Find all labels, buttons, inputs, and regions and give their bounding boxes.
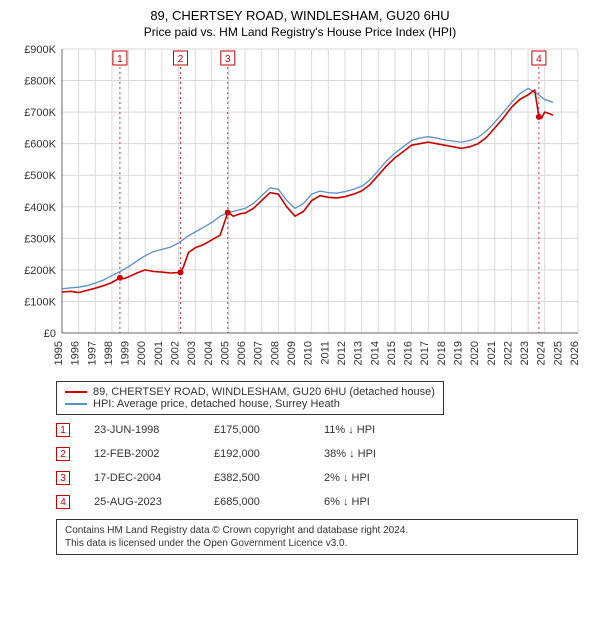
legend: 89, CHERTSEY ROAD, WINDLESHAM, GU20 6HU … [56,381,444,415]
event-price: £192,000 [214,448,324,460]
svg-text:2015: 2015 [386,341,398,365]
event-row: 3 17-DEC-2004 £382,500 2% ↓ HPI [56,471,588,485]
svg-text:£800K: £800K [24,76,56,88]
event-price: £685,000 [214,496,324,508]
svg-text:2012: 2012 [336,341,348,365]
svg-text:£600K: £600K [24,139,56,151]
svg-text:2026: 2026 [569,341,581,365]
title-subtitle: Price paid vs. HM Land Registry's House … [12,25,588,39]
event-date: 23-JUN-1998 [94,424,214,436]
svg-text:2011: 2011 [319,341,331,365]
svg-text:2013: 2013 [353,341,365,365]
svg-text:2009: 2009 [286,341,298,365]
svg-text:1995: 1995 [53,341,65,365]
footer-line: Contains HM Land Registry data © Crown c… [65,524,569,537]
event-marker: 3 [56,471,70,485]
svg-text:2008: 2008 [269,341,281,365]
svg-text:1: 1 [117,54,123,65]
chart-area: £0 £100K £200K £300K £400K £500K £600K £700K £80… [12,43,588,373]
event-marker: 4 [56,495,70,509]
title-address: 89, CHERTSEY ROAD, WINDLESHAM, GU20 6HU [12,8,588,23]
event-delta: 38% ↓ HPI [324,448,414,460]
svg-text:3: 3 [225,54,231,65]
event-delta: 2% ↓ HPI [324,472,414,484]
svg-text:2018: 2018 [436,341,448,365]
event-date: 12-FEB-2002 [94,448,214,460]
svg-text:1996: 1996 [70,341,82,365]
event-marker: 1 [56,423,70,437]
svg-text:2019: 2019 [452,341,464,365]
svg-text:2000: 2000 [136,341,148,365]
svg-text:1997: 1997 [86,341,98,365]
svg-text:2023: 2023 [519,341,531,365]
svg-text:2002: 2002 [170,341,182,365]
event-date: 17-DEC-2004 [94,472,214,484]
event-price: £382,500 [214,472,324,484]
svg-text:4: 4 [536,54,542,65]
legend-label: 89, CHERTSEY ROAD, WINDLESHAM, GU20 6HU … [93,386,435,398]
event-row: 1 23-JUN-1998 £175,000 11% ↓ HPI [56,423,588,437]
event-row: 2 12-FEB-2002 £192,000 38% ↓ HPI [56,447,588,461]
svg-text:£400K: £400K [24,202,56,214]
chart-container: 89, CHERTSEY ROAD, WINDLESHAM, GU20 6HU … [0,0,600,565]
svg-text:2001: 2001 [153,341,165,365]
svg-text:2005: 2005 [219,341,231,365]
svg-text:2016: 2016 [403,341,415,365]
svg-text:£200K: £200K [24,265,56,277]
svg-text:2022: 2022 [502,341,514,365]
event-date: 25-AUG-2023 [94,496,214,508]
svg-text:£500K: £500K [24,170,56,182]
event-delta: 11% ↓ HPI [324,424,414,436]
svg-text:2021: 2021 [486,341,498,365]
svg-text:1998: 1998 [103,341,115,365]
svg-text:1999: 1999 [120,341,132,365]
legend-swatch [65,391,87,393]
svg-text:2024: 2024 [536,341,548,365]
legend-label: HPI: Average price, detached house, Surr… [93,398,340,410]
svg-text:2003: 2003 [186,341,198,365]
svg-text:2: 2 [178,54,184,65]
footer-line: This data is licensed under the Open Gov… [65,537,569,550]
svg-text:2006: 2006 [236,341,248,365]
legend-swatch [65,403,87,405]
svg-text:2007: 2007 [253,341,265,365]
svg-text:2010: 2010 [303,341,315,365]
events-table: 1 23-JUN-1998 £175,000 11% ↓ HPI 2 12-FE… [56,423,588,509]
legend-item: HPI: Average price, detached house, Surr… [65,398,435,410]
svg-text:2020: 2020 [469,341,481,365]
event-marker: 2 [56,447,70,461]
svg-text:2004: 2004 [203,341,215,365]
event-price: £175,000 [214,424,324,436]
title-block: 89, CHERTSEY ROAD, WINDLESHAM, GU20 6HU … [12,8,588,39]
svg-text:£300K: £300K [24,233,56,245]
svg-text:£700K: £700K [24,107,56,119]
svg-text:2025: 2025 [552,341,564,365]
svg-text:£900K: £900K [24,44,56,56]
svg-text:2014: 2014 [369,341,381,365]
event-row: 4 25-AUG-2023 £685,000 6% ↓ HPI [56,495,588,509]
svg-text:2017: 2017 [419,341,431,365]
event-delta: 6% ↓ HPI [324,496,414,508]
svg-text:£0: £0 [44,328,56,340]
legend-item: 89, CHERTSEY ROAD, WINDLESHAM, GU20 6HU … [65,386,435,398]
footer-attribution: Contains HM Land Registry data © Crown c… [56,519,578,555]
chart-svg: £0 £100K £200K £300K £400K £500K £600K £700K £80… [12,43,588,373]
svg-text:£100K: £100K [24,296,56,308]
